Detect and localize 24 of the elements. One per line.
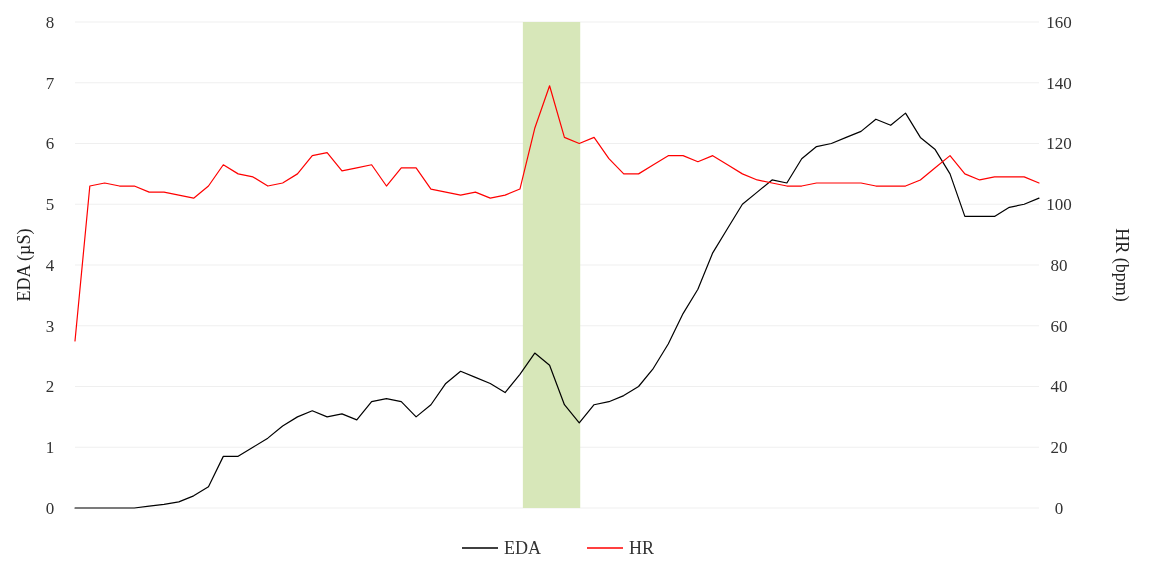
legend-label: EDA: [504, 538, 541, 558]
y-tick-label: 7: [45, 73, 55, 93]
y2-tick-label: 20: [1050, 438, 1068, 458]
line-series: [74, 85, 1040, 342]
y-tick-label: 8: [45, 12, 55, 32]
y2-tick-label: 120: [1046, 134, 1072, 154]
y-tick-label: 6: [45, 134, 55, 154]
y-tick-label: 5: [45, 195, 55, 215]
line-series: [74, 112, 1040, 509]
y2-tick-label: 0: [1054, 498, 1064, 518]
y2-tick-label: 140: [1046, 73, 1072, 93]
y2-tick-label: 160: [1046, 12, 1072, 32]
y2-tick-label: 40: [1050, 377, 1068, 397]
y2-tick-label: 100: [1046, 195, 1072, 215]
y2-tick-label: 80: [1050, 255, 1068, 275]
y-tick-label: 4: [45, 255, 55, 275]
y-tick-label: 1: [45, 438, 55, 458]
y2-axis-title: HR (bpm): [1111, 228, 1132, 302]
y-tick-label: 0: [45, 498, 55, 518]
legend-label: HR: [629, 538, 655, 558]
y2-tick-label: 60: [1050, 316, 1068, 336]
y-tick-label: 3: [45, 316, 55, 336]
y-tick-label: 2: [45, 377, 55, 397]
y-axis-title: EDA (µS): [14, 228, 35, 302]
